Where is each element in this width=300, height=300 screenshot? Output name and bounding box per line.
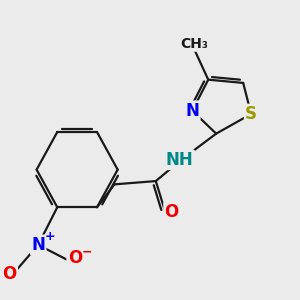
Text: +: + (45, 230, 56, 243)
Text: O: O (165, 203, 179, 221)
Text: NH: NH (166, 151, 194, 169)
Text: O: O (68, 249, 82, 267)
Text: −: − (81, 246, 92, 259)
Text: CH₃: CH₃ (180, 37, 208, 51)
Text: O: O (2, 265, 17, 283)
Text: N: N (185, 102, 199, 120)
Text: S: S (245, 105, 257, 123)
Text: N: N (31, 236, 45, 254)
